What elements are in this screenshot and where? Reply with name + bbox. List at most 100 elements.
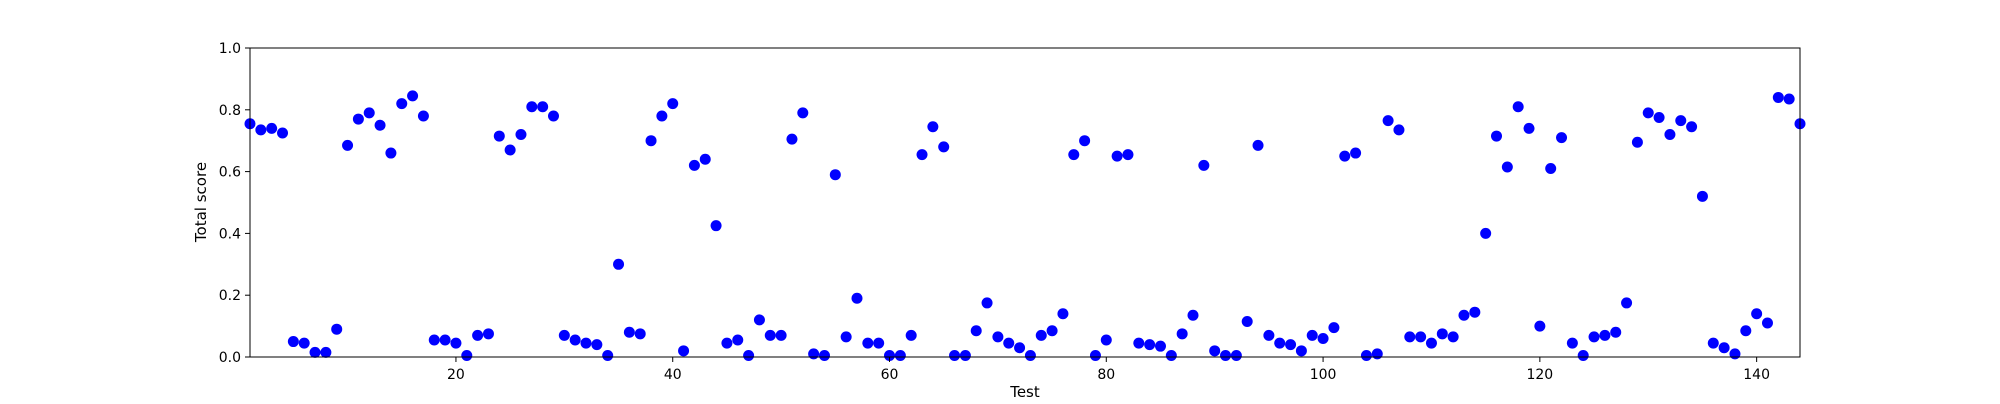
data-point: [1100, 334, 1112, 346]
data-points: [244, 90, 1806, 361]
data-point: [515, 129, 527, 141]
data-point: [1165, 349, 1177, 361]
data-point: [1436, 328, 1448, 340]
data-point: [428, 334, 440, 346]
data-point: [699, 153, 711, 165]
x-tick-label: 120: [1526, 367, 1553, 383]
data-point: [1729, 348, 1741, 360]
data-point: [894, 349, 906, 361]
data-point: [1588, 331, 1600, 343]
data-point: [504, 144, 516, 156]
data-point: [645, 135, 657, 147]
data-point: [873, 337, 885, 349]
data-point: [1035, 329, 1047, 341]
y-axis-ticks: 0.0 0.2 0.4 0.6 0.8 1.0: [219, 41, 250, 366]
data-point: [1501, 161, 1513, 173]
data-point: [927, 121, 939, 133]
data-point: [1089, 349, 1101, 361]
data-point: [461, 349, 473, 361]
data-point: [526, 101, 538, 113]
data-point: [949, 349, 961, 361]
data-point: [1317, 332, 1329, 344]
data-point: [374, 119, 386, 131]
data-point: [1241, 315, 1253, 327]
data-point: [255, 124, 267, 136]
data-point: [547, 110, 559, 122]
data-point: [623, 326, 635, 338]
data-point: [417, 110, 429, 122]
data-point: [331, 323, 343, 335]
data-point: [938, 141, 950, 153]
data-point: [407, 90, 419, 102]
data-point: [1176, 328, 1188, 340]
data-point: [916, 149, 928, 161]
data-point: [591, 339, 603, 351]
data-point: [1458, 309, 1470, 321]
data-point: [1350, 147, 1362, 159]
data-point: [992, 331, 1004, 343]
data-point: [1046, 325, 1058, 337]
data-point: [1740, 325, 1752, 337]
data-point: [840, 331, 852, 343]
data-point: [959, 349, 971, 361]
data-point: [884, 349, 896, 361]
data-point: [1198, 159, 1210, 171]
data-point: [1230, 349, 1242, 361]
data-point: [1783, 93, 1795, 105]
data-point: [808, 348, 820, 360]
x-tick-label: 40: [664, 367, 682, 383]
data-point: [1154, 340, 1166, 352]
data-point: [905, 329, 917, 341]
data-point: [1306, 329, 1318, 341]
y-tick-label: 0.6: [219, 165, 241, 181]
data-point: [602, 349, 614, 361]
data-point: [537, 101, 549, 113]
data-point: [1566, 337, 1578, 349]
data-point: [266, 122, 278, 134]
data-point: [1610, 326, 1622, 338]
data-point: [1761, 317, 1773, 329]
data-point: [1707, 337, 1719, 349]
data-point: [298, 337, 310, 349]
data-point: [396, 98, 408, 110]
data-point: [309, 346, 321, 358]
data-point: [688, 159, 700, 171]
x-tick-label: 20: [447, 367, 465, 383]
data-point: [1556, 132, 1568, 144]
x-axis-label: Test: [1009, 383, 1040, 400]
data-point: [1209, 345, 1221, 357]
data-point: [1360, 349, 1372, 361]
data-point: [385, 147, 397, 159]
x-tick-label: 100: [1310, 367, 1337, 383]
data-point: [558, 329, 570, 341]
data-point: [1675, 115, 1687, 127]
data-point: [1014, 342, 1026, 354]
data-point: [1523, 122, 1535, 134]
data-point: [1274, 337, 1286, 349]
data-point: [287, 336, 299, 348]
x-tick-label: 140: [1743, 367, 1770, 383]
data-point: [1068, 149, 1080, 161]
data-point: [710, 220, 722, 232]
data-point: [1772, 91, 1784, 103]
data-point: [363, 107, 375, 119]
data-point: [1664, 129, 1676, 141]
y-tick-label: 0.0: [219, 350, 241, 366]
data-point: [1122, 149, 1134, 161]
data-point: [580, 337, 592, 349]
data-point: [1328, 322, 1340, 334]
data-point: [277, 127, 289, 139]
data-point: [1057, 308, 1069, 320]
plot-area-frame: [249, 47, 1801, 358]
data-point: [1220, 349, 1232, 361]
data-point: [493, 130, 505, 142]
data-point: [1686, 121, 1698, 133]
data-point: [851, 292, 863, 304]
data-point: [829, 169, 841, 181]
data-point: [1133, 337, 1145, 349]
data-point: [1252, 139, 1264, 151]
data-point: [862, 337, 874, 349]
data-point: [721, 337, 733, 349]
data-point: [1469, 306, 1481, 318]
